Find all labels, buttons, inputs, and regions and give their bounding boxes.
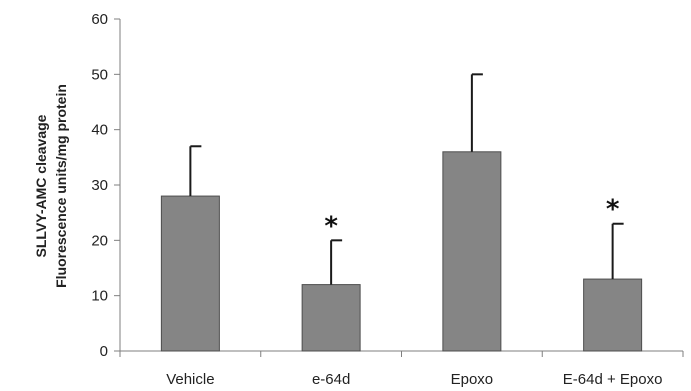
y-tick-label: 60 xyxy=(91,11,108,28)
bar xyxy=(160,195,220,352)
significance-markers: ** xyxy=(324,195,620,242)
bar xyxy=(442,151,502,352)
y-tick-label: 50 xyxy=(91,66,108,83)
bars xyxy=(160,151,643,352)
category-label: e-64d xyxy=(312,371,350,388)
y-tick-label: 20 xyxy=(91,232,108,249)
y-axis-title-line-1: SLLVY-AMC cleavage xyxy=(33,114,49,257)
bar xyxy=(583,278,643,352)
x-axis xyxy=(119,350,684,357)
y-tick-label: 40 xyxy=(91,122,108,139)
y-axis-title-line-2: Fluorescence units/mg protein xyxy=(53,84,69,288)
significance-star: * xyxy=(324,211,338,241)
category-label: Vehicle xyxy=(166,371,214,388)
category-label: Epoxo xyxy=(451,371,494,388)
y-tick-label: 10 xyxy=(91,288,108,305)
category-label: E-64d + Epoxo xyxy=(563,371,663,388)
y-tick-label: 0 xyxy=(100,343,108,360)
bar xyxy=(301,284,361,352)
y-axis-title: SLLVY-AMC cleavage Fluorescence units/mg… xyxy=(33,84,69,288)
category-labels: Vehicle e-64d Epoxo E-64d + Epoxo xyxy=(166,371,662,388)
y-axis: 0 10 20 30 40 50 60 xyxy=(91,11,121,360)
error-bars xyxy=(189,73,624,285)
significance-star: * xyxy=(606,195,620,225)
y-tick-label: 30 xyxy=(91,177,108,194)
